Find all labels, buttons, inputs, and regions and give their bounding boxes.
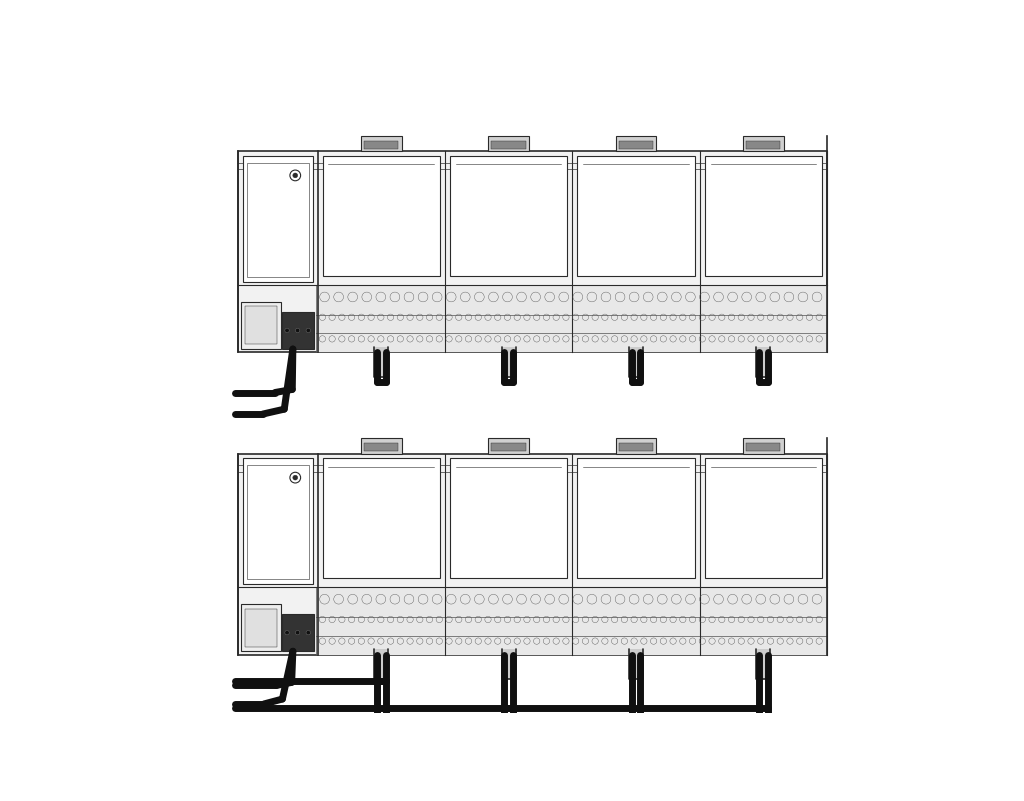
FancyBboxPatch shape	[242, 604, 281, 651]
FancyBboxPatch shape	[615, 136, 656, 151]
FancyBboxPatch shape	[242, 302, 281, 349]
FancyBboxPatch shape	[618, 443, 653, 451]
Circle shape	[285, 630, 289, 635]
FancyBboxPatch shape	[615, 438, 656, 453]
FancyBboxPatch shape	[705, 458, 822, 578]
FancyBboxPatch shape	[245, 609, 276, 646]
FancyBboxPatch shape	[315, 587, 827, 654]
FancyBboxPatch shape	[374, 347, 388, 376]
Circle shape	[296, 328, 300, 332]
FancyBboxPatch shape	[374, 650, 388, 679]
FancyBboxPatch shape	[492, 140, 525, 149]
Circle shape	[296, 630, 300, 635]
FancyBboxPatch shape	[746, 140, 780, 149]
FancyBboxPatch shape	[365, 140, 398, 149]
Circle shape	[285, 328, 289, 332]
FancyBboxPatch shape	[488, 438, 529, 453]
FancyBboxPatch shape	[245, 307, 276, 344]
FancyBboxPatch shape	[502, 650, 516, 679]
FancyBboxPatch shape	[238, 453, 827, 654]
FancyBboxPatch shape	[578, 458, 694, 578]
FancyBboxPatch shape	[243, 458, 312, 584]
Circle shape	[306, 630, 310, 635]
FancyBboxPatch shape	[282, 312, 313, 349]
FancyBboxPatch shape	[282, 614, 313, 651]
FancyBboxPatch shape	[243, 156, 312, 282]
Circle shape	[293, 475, 298, 480]
FancyBboxPatch shape	[238, 151, 827, 352]
FancyBboxPatch shape	[315, 285, 827, 352]
FancyBboxPatch shape	[578, 156, 694, 276]
FancyBboxPatch shape	[323, 458, 439, 578]
FancyBboxPatch shape	[502, 347, 516, 376]
FancyBboxPatch shape	[360, 136, 401, 151]
FancyBboxPatch shape	[629, 650, 643, 679]
FancyBboxPatch shape	[365, 443, 398, 451]
FancyBboxPatch shape	[743, 438, 783, 453]
Circle shape	[293, 173, 298, 178]
FancyBboxPatch shape	[746, 443, 780, 451]
FancyBboxPatch shape	[743, 136, 783, 151]
FancyBboxPatch shape	[450, 156, 567, 276]
FancyBboxPatch shape	[247, 465, 308, 579]
Circle shape	[306, 328, 310, 332]
FancyBboxPatch shape	[492, 443, 525, 451]
FancyBboxPatch shape	[629, 347, 643, 376]
FancyBboxPatch shape	[705, 156, 822, 276]
FancyBboxPatch shape	[757, 650, 770, 679]
FancyBboxPatch shape	[323, 156, 439, 276]
FancyBboxPatch shape	[247, 163, 308, 277]
FancyBboxPatch shape	[618, 140, 653, 149]
FancyBboxPatch shape	[488, 136, 529, 151]
FancyBboxPatch shape	[450, 458, 567, 578]
FancyBboxPatch shape	[757, 347, 770, 376]
FancyBboxPatch shape	[360, 438, 401, 453]
